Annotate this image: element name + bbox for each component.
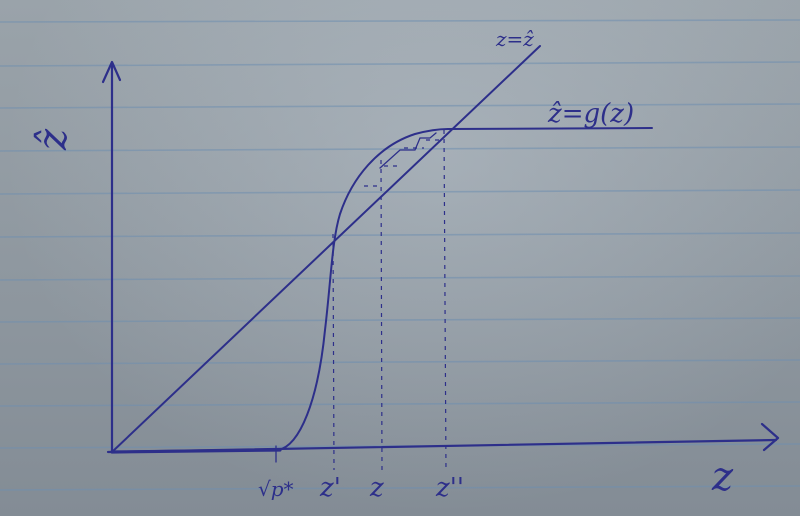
curve-label: ẑ=g(z) [547,99,634,129]
cobweb-dashes [364,139,444,187]
x-axis-arrowhead [760,422,780,452]
ruled-lines [0,19,800,491]
tick-label-z-prime: z' [319,473,341,503]
identity-line [111,45,541,453]
projection-z-prime [332,233,335,471]
identity-line-label: z=ẑ [495,27,534,51]
curve-g [277,127,653,451]
projection-z [380,159,383,471]
tick-label-z: z [369,473,384,503]
y-axis-label: ẑ [30,128,76,151]
curve-base [110,448,282,454]
tick-label-z-double-prime: z'' [435,473,464,503]
x-axis-label: z [711,454,734,500]
cobweb-steps [379,132,437,169]
y-axis-arrowhead [101,60,122,84]
projection-z-double-prime [443,129,447,473]
tick-label-sqrt-p: √p* [258,477,294,501]
